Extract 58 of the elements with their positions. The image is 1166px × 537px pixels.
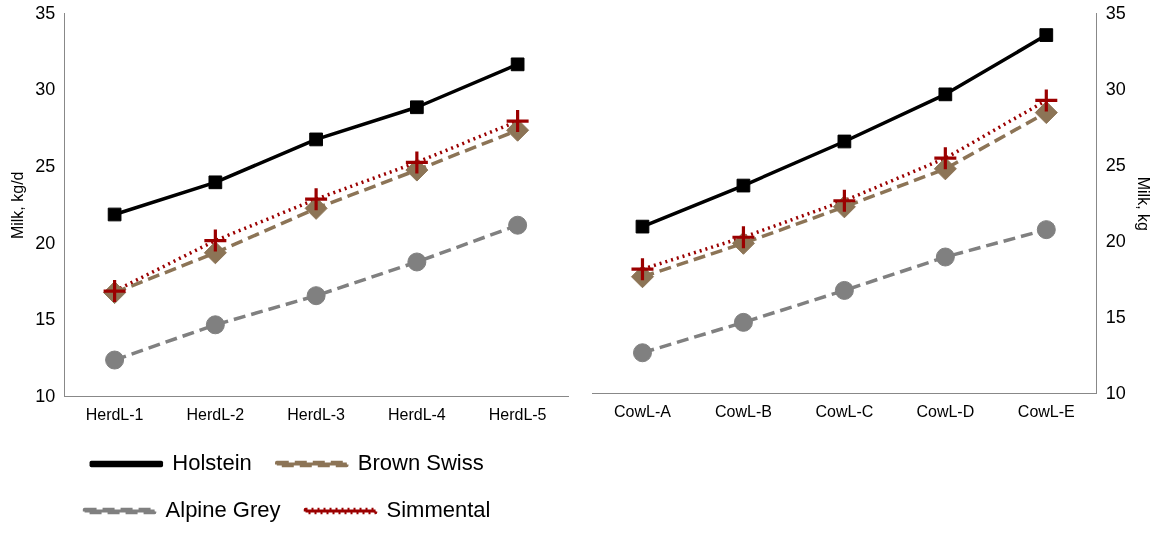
point [632, 343, 652, 363]
point [510, 57, 525, 72]
point [736, 178, 751, 193]
point [837, 134, 852, 149]
legend-label: Simmental [386, 497, 491, 523]
y-tick-label: 10 [35, 385, 56, 406]
x-tick-label: CowL-C [815, 402, 874, 420]
point [204, 229, 227, 252]
x-tick-label: CowL-B [714, 402, 772, 420]
legend-label: Brown Swiss [357, 450, 484, 476]
y2-tick-label: 35 [1105, 2, 1126, 23]
point [205, 315, 225, 335]
y-tick-label: 20 [35, 232, 56, 253]
point [834, 280, 854, 300]
x-tick-label: CowL-D [916, 402, 975, 420]
point [410, 100, 424, 115]
x-tick-label: CowL-A [614, 402, 672, 420]
x-tick-label: HerdL-2 [186, 405, 245, 423]
point [732, 226, 755, 249]
point [935, 247, 955, 267]
point [405, 151, 428, 174]
point [506, 110, 529, 133]
point [938, 87, 953, 102]
point [1039, 28, 1054, 42]
y2-tick-label: 25 [1105, 154, 1126, 175]
point [309, 132, 323, 147]
x-tick-label: HerdL-1 [85, 405, 144, 423]
point [508, 215, 528, 235]
y2-tick-label: 15 [1105, 306, 1126, 327]
y2-tick-label: 20 [1105, 230, 1126, 251]
y2-tick-label: 30 [1105, 78, 1126, 99]
y-tick-label: 25 [35, 155, 56, 176]
point [1035, 89, 1058, 112]
x-tick-label: HerdL-4 [387, 405, 446, 423]
x-tick-label: HerdL-5 [488, 405, 547, 423]
point [208, 175, 223, 190]
y2-axis-title: Milk, kg [1134, 176, 1152, 231]
point [733, 312, 753, 332]
point [407, 252, 427, 272]
point [631, 258, 654, 281]
point [1034, 101, 1058, 125]
legend-label: Alpine Grey [165, 497, 281, 523]
y2-tick-label: 10 [1105, 382, 1126, 403]
point [1036, 220, 1056, 240]
legend-label: Holstein [172, 450, 252, 476]
point [833, 189, 856, 212]
y-tick-label: 35 [35, 2, 56, 23]
x-tick-label: CowL-E [1017, 402, 1075, 420]
point [105, 350, 125, 370]
y-axis-title: Milk, kg/d [9, 171, 27, 240]
point [306, 286, 326, 306]
point [107, 207, 122, 222]
y-tick-label: 30 [35, 79, 56, 100]
x-tick-label: HerdL-3 [287, 405, 346, 423]
point [934, 147, 957, 170]
point [635, 219, 650, 234]
point [305, 188, 328, 211]
y-tick-label: 15 [35, 309, 56, 330]
